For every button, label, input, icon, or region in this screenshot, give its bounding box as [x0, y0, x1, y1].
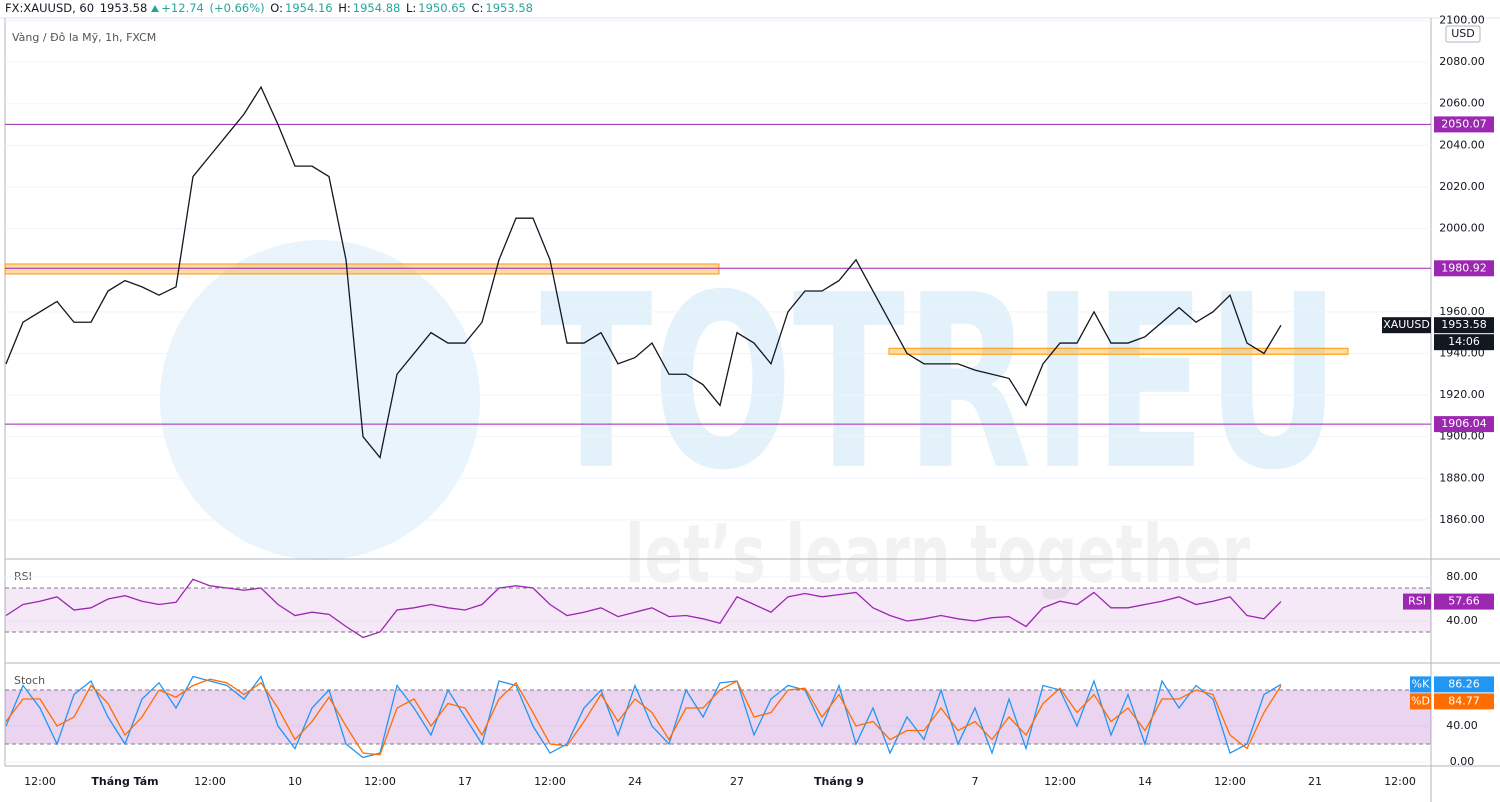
x-tick-label: Tháng Tám [91, 775, 158, 788]
x-tick-label: Tháng 9 [814, 775, 864, 788]
series-line [5, 678, 1282, 756]
l-value: 1950.65 [418, 1, 466, 15]
level-label-box [1434, 416, 1494, 433]
series-name-box [1410, 693, 1431, 710]
x-tick-label: 12:00 [1214, 775, 1246, 788]
y-tick-label: 1880.00 [1439, 471, 1485, 484]
symbol-header: FX:XAUUSD, 60 1953.58 +12.74 (+0.66%) O: 1… [5, 1, 535, 15]
y-tick-label: 40.00 [1446, 719, 1478, 732]
series-name-box [1403, 593, 1431, 610]
zone [888, 347, 1349, 355]
last-value-box [1434, 693, 1494, 710]
last-value: 57.66 [1448, 595, 1480, 608]
x-tick-label: 12:00 [1044, 775, 1076, 788]
series-name: %K [1412, 677, 1430, 690]
last-value: 86.26 [1448, 677, 1480, 690]
currency-box[interactable] [1445, 25, 1481, 43]
last-value-box [1434, 593, 1494, 610]
y-tick-label: 40.00 [1446, 614, 1478, 627]
c-value: 1953.58 [485, 1, 533, 15]
symbol: FX:XAUUSD, 60 [5, 1, 95, 15]
series-name: XAUUSD [1383, 318, 1430, 331]
band [5, 588, 1431, 632]
series-name-box [1382, 317, 1431, 334]
up-icon [151, 5, 160, 12]
x-tick-label: 12:00 [194, 775, 226, 788]
last-price: 1953.58 [99, 1, 148, 15]
x-tick-label: 27 [730, 775, 744, 788]
last-value-box [1434, 317, 1494, 334]
y-tick-label: 1960.00 [1439, 305, 1485, 318]
series-name-box [1410, 676, 1431, 693]
watermark-tagline: let’s learn together [625, 508, 1250, 601]
stoch-title: Stoch [14, 674, 45, 687]
x-tick-label: 7 [972, 775, 979, 788]
countdown-box [1434, 334, 1494, 351]
x-tick-label: 14 [1138, 775, 1152, 788]
x-tick-label: 12:00 [1384, 775, 1416, 788]
y-tick-label: 2020.00 [1439, 180, 1485, 193]
level-label: 1980.92 [1441, 261, 1487, 274]
x-tick-label: 10 [288, 775, 302, 788]
y-tick-label: 2040.00 [1439, 138, 1485, 151]
l-label: L: [406, 1, 417, 15]
h-label: H: [338, 1, 351, 15]
watermark-title: TOTRIEU [540, 243, 1340, 523]
y-tick-label: 1900.00 [1439, 430, 1485, 443]
x-tick-label: 12:00 [364, 775, 396, 788]
x-tick-label: 12:00 [24, 775, 56, 788]
zone [4, 263, 720, 275]
series-line [5, 578, 1282, 639]
y-tick-label: 1860.00 [1439, 513, 1485, 526]
change: +12.74 [161, 1, 204, 15]
o-value: 1954.16 [285, 1, 333, 15]
currency[interactable]: USD [1451, 27, 1475, 40]
level-label-box [1434, 260, 1494, 277]
y-tick-label: 2060.00 [1439, 97, 1485, 110]
countdown: 14:06 [1448, 335, 1480, 348]
level-label-box [1434, 116, 1494, 133]
y-tick-label: 2000.00 [1439, 222, 1485, 235]
c-label: C: [471, 1, 484, 15]
h-value: 1954.88 [352, 1, 401, 15]
x-tick-label: 12:00 [534, 775, 566, 788]
series-name: RSI [1408, 595, 1426, 608]
rsi-title: RSI [14, 570, 32, 583]
watermark-logo [160, 240, 480, 560]
band [5, 690, 1431, 745]
level-label: 1906.04 [1441, 417, 1487, 430]
series-line [5, 85, 1282, 459]
last-value: 1953.58 [1441, 318, 1487, 331]
last-value-box [1434, 676, 1494, 693]
change-pct: (+0.66%) [209, 1, 265, 15]
level-label: 2050.07 [1441, 117, 1487, 130]
y-tick-label: 2080.00 [1439, 55, 1485, 68]
y-tick-label: 0.00 [1450, 755, 1475, 768]
x-tick-label: 17 [458, 775, 472, 788]
chart-subtitle: Vàng / Đô la Mỹ, 1h, FXCM [12, 31, 156, 44]
last-value: 84.77 [1448, 694, 1480, 707]
y-tick-label: 2100.00 [1439, 13, 1485, 26]
series-name: %D [1411, 694, 1430, 707]
y-tick-label: 1920.00 [1439, 388, 1485, 401]
x-tick-label: 21 [1308, 775, 1322, 788]
x-tick-label: 24 [628, 775, 642, 788]
y-tick-label: 80.00 [1446, 570, 1478, 583]
o-label: O: [270, 1, 284, 15]
